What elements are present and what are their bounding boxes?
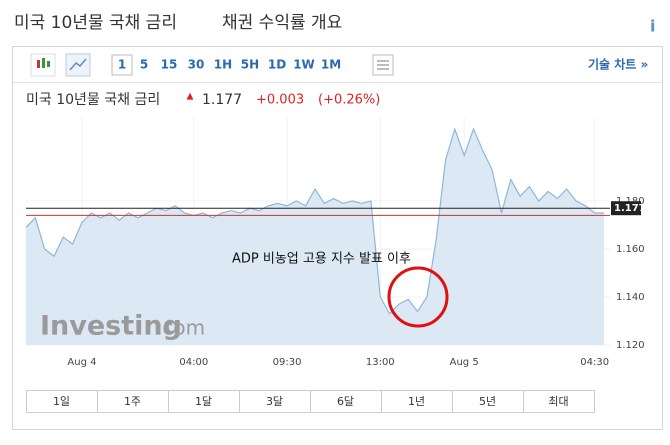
interval-selected <box>111 54 133 76</box>
page-subtitle: 채권 수익률 개요 <box>222 13 342 33</box>
period-label[interactable]: 3달 <box>266 395 283 408</box>
interval-button[interactable]: 5H <box>241 58 259 72</box>
widget-border <box>12 46 663 430</box>
technical-chart-link[interactable]: 기술 차트 » <box>588 57 648 72</box>
price-line <box>25 127 604 315</box>
interval-button[interactable]: 1 <box>118 58 126 72</box>
page-title: 미국 10년물 국채 금리 <box>14 13 177 33</box>
period-button[interactable] <box>523 390 595 413</box>
interval-button[interactable]: 15 <box>161 58 178 72</box>
period-label[interactable]: 1주 <box>124 395 141 408</box>
period-label[interactable]: 1달 <box>195 395 212 408</box>
watermark-suffix: .com <box>156 316 205 340</box>
period-label[interactable]: 5년 <box>479 395 496 408</box>
quote-change-pct: (+0.26%) <box>318 93 380 108</box>
x-tick-label: Aug 5 <box>450 357 479 368</box>
annotation-circle <box>387 266 449 328</box>
x-tick-label: 04:00 <box>179 357 208 368</box>
x-tick-label: 04:30 <box>580 357 609 368</box>
quote-last: 1.177 <box>202 92 242 108</box>
settings-icon[interactable] <box>372 54 394 76</box>
interval-button[interactable]: 1D <box>268 58 286 72</box>
area-fill <box>26 129 604 345</box>
annotation: ADP 비농업 고용 지수 발표 이후 <box>232 252 411 267</box>
x-tick-label: 09:30 <box>273 357 302 368</box>
quote-arrow: ▲ <box>187 92 194 102</box>
info-icon[interactable]: i <box>650 17 655 36</box>
interval-button[interactable]: 1W <box>293 58 315 72</box>
last-badge-label: 1.177 <box>614 203 646 214</box>
interval-button[interactable]: 1H <box>214 58 232 72</box>
y-tick-label: 1.120 <box>616 340 645 351</box>
interval-button[interactable]: 1M <box>321 58 341 72</box>
interval-button[interactable]: 30 <box>188 58 205 72</box>
period-label[interactable]: 1일 <box>53 394 70 408</box>
period-label[interactable]: 최대 <box>548 395 568 408</box>
period-label[interactable]: 6달 <box>337 395 354 408</box>
watermark-brand: Investing <box>40 311 182 342</box>
last-badge <box>611 201 641 216</box>
period-label[interactable]: 1년 <box>408 395 425 408</box>
y-tick-label: 1.140 <box>616 292 645 303</box>
y-tick-label: 1.160 <box>616 244 645 255</box>
x-tick-label: 13:00 <box>366 357 395 368</box>
line-icon[interactable] <box>65 53 91 77</box>
quote-change: +0.003 <box>256 93 304 108</box>
quote-name: 미국 10년물 국채 금리 <box>26 92 160 108</box>
candle-icon[interactable] <box>30 53 56 77</box>
interval-button[interactable]: 5 <box>140 58 148 72</box>
x-tick-label: Aug 4 <box>67 357 96 368</box>
